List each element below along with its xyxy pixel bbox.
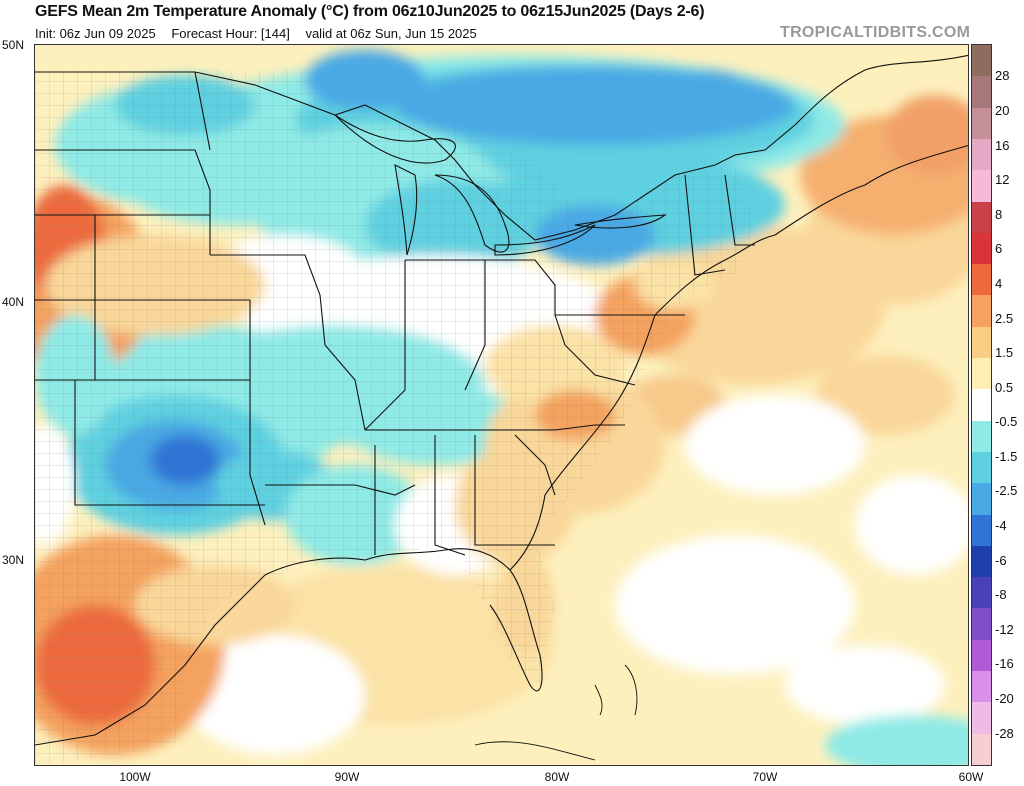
- colorbar-tick-label: 0.5: [995, 379, 1014, 395]
- colorbar-swatch: [972, 451, 991, 484]
- lon-label-90w: 90W: [334, 770, 360, 784]
- colorbar-swatch: [972, 201, 991, 234]
- colorbar-tick-label: -16: [995, 656, 1014, 672]
- colorbar-tick-label: 28: [995, 68, 1010, 84]
- colorbar-tick-label: -6: [995, 552, 1007, 568]
- colorbar-tick-label: 2.5: [995, 310, 1014, 326]
- colorbar-tick-label: -28: [995, 725, 1014, 741]
- lat-label-50n: 50N: [2, 38, 25, 52]
- colorbar-swatch: [972, 295, 991, 328]
- colorbar-swatch: [972, 76, 991, 109]
- colorbar-tick-label: -8: [995, 587, 1007, 603]
- colorbar-swatch: [972, 420, 991, 453]
- colorbar-swatch: [972, 232, 991, 265]
- colorbar-tick-label: 20: [995, 102, 1010, 118]
- colorbar-swatch: [972, 514, 991, 547]
- colorbar-tick-label: -4: [995, 518, 1007, 534]
- forecast-hour: Forecast Hour: [144]: [171, 26, 290, 41]
- map-canvas: [35, 45, 968, 765]
- colorbar-tick-label: 16: [995, 137, 1010, 153]
- colorbar-swatch: [972, 107, 991, 140]
- colorbar-tick-label: 6: [995, 241, 1003, 257]
- colorbar-swatch: [972, 702, 991, 735]
- colorbar-swatch: [972, 577, 991, 609]
- colorbar-swatch: [972, 608, 991, 641]
- colorbar-tick-label: -2.5: [995, 483, 1018, 499]
- brand-watermark[interactable]: TROPICALTIDBITS.COM: [780, 24, 971, 41]
- county-grid: [35, 70, 755, 765]
- colorbar-swatch: [972, 138, 991, 171]
- lon-label-80w: 80W: [544, 770, 570, 784]
- colorbar-tick-label: -0.5: [995, 414, 1018, 430]
- lon-label-70w: 70W: [752, 770, 778, 784]
- valid-time: valid at 06z Sun, Jun 15 2025: [305, 26, 477, 41]
- colorbar-tick-label: 12: [995, 172, 1010, 188]
- colorbar-swatch: [972, 326, 991, 359]
- colorbar-tick-label: 8: [995, 206, 1003, 222]
- init-time: Init: 06z Jun 09 2025: [35, 26, 156, 41]
- colorbar-swatch: [972, 639, 991, 672]
- lat-label-30n: 30N: [2, 553, 25, 567]
- colorbar-swatch: [972, 545, 991, 578]
- colorbar-tick-label: -1.5: [995, 448, 1018, 464]
- colorbar: [971, 44, 992, 766]
- colorbar-tick-label: 4: [995, 275, 1003, 291]
- boundary-lines: [35, 54, 968, 746]
- forecast-info: Init: 06z Jun 09 2025 Forecast Hour: [14…: [35, 26, 489, 41]
- colorbar-swatch: [972, 358, 991, 390]
- colorbar-swatch: [972, 389, 991, 422]
- lat-label-40n: 40N: [2, 295, 25, 309]
- colorbar-swatch: [972, 733, 991, 766]
- lon-label-60w: 60W: [958, 770, 984, 784]
- anomaly-map: [34, 44, 969, 766]
- colorbar-tick-label: -12: [995, 621, 1014, 637]
- colorbar-swatch: [972, 671, 991, 703]
- colorbar-swatch: [972, 170, 991, 202]
- colorbar-swatch: [972, 45, 991, 77]
- colorbar-swatch: [972, 264, 991, 296]
- map-title: GEFS Mean 2m Temperature Anomaly (°C) fr…: [35, 3, 705, 20]
- caribbean-islands: [474, 664, 638, 761]
- colorbar-tick-label: -20: [995, 691, 1014, 707]
- lon-label-100w: 100W: [119, 770, 151, 784]
- colorbar-tick-label: 1.5: [995, 345, 1014, 361]
- colorbar-swatch: [972, 483, 991, 516]
